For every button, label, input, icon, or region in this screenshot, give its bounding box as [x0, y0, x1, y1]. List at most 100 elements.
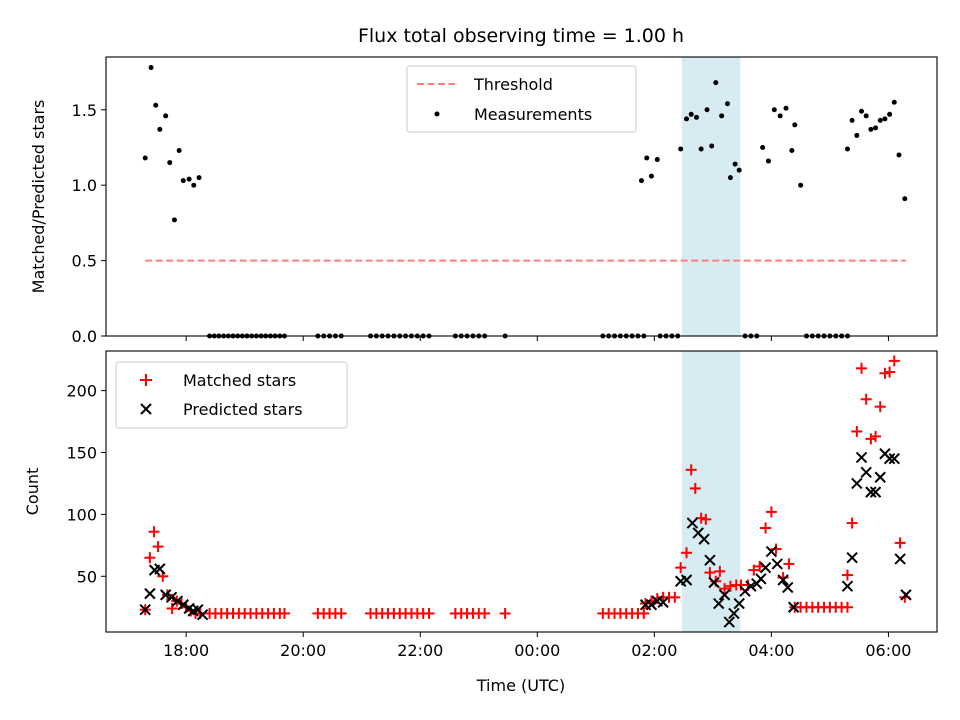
y-tick-label: 0.0 [72, 327, 97, 346]
predicted-star-point [782, 581, 794, 594]
measurement-point [868, 126, 874, 132]
predicted-star-point [645, 599, 658, 611]
measurement-point [798, 182, 804, 188]
x-tick-label: 00:00 [514, 641, 560, 660]
top-legend-box [406, 65, 637, 133]
measurement-point [176, 148, 182, 154]
measurement-point [698, 146, 704, 152]
measurement-point [191, 182, 197, 188]
matched-star-point [714, 565, 726, 577]
predicted-star-point [144, 587, 156, 600]
legend-matched-swatch [140, 374, 152, 386]
measurement-point [180, 178, 186, 184]
measurement-point [163, 113, 169, 119]
measurement-point [854, 132, 860, 138]
highlight-span-bottom [681, 351, 741, 632]
matched-star-point [894, 537, 906, 549]
measurement-point [873, 125, 879, 131]
matched-star-point [841, 601, 853, 613]
matched-star-point [748, 564, 760, 576]
predicted-star-point [883, 452, 896, 465]
legend-threshold-label: Threshold [473, 75, 553, 94]
predicted-star-point [704, 554, 716, 566]
measurement-point [713, 80, 719, 86]
y-tick-label: 0.5 [72, 252, 97, 271]
predicted-star-point [708, 576, 720, 589]
measurement-point [736, 167, 742, 173]
matched-star-point [700, 513, 712, 525]
measurement-point [891, 99, 897, 105]
measurement-point [859, 108, 865, 114]
x-tick-label: 22:00 [397, 641, 443, 660]
measurement-point [644, 155, 650, 161]
matched-star-point [724, 580, 736, 592]
matched-star-point [675, 562, 687, 574]
matched-star-point [783, 558, 795, 570]
matched-star-point [719, 583, 731, 595]
matched-star-point [148, 526, 160, 538]
predicted-star-point [680, 574, 693, 586]
measurement-point [902, 196, 908, 202]
matched-star-point [860, 393, 872, 405]
measurement-point [882, 116, 888, 122]
legend-matched-label: Matched stars [183, 371, 296, 390]
predicted-star-point [765, 545, 778, 558]
top-panel-frame [105, 56, 938, 337]
predicted-star-point [874, 471, 886, 483]
predicted-star-point [718, 589, 731, 601]
predicted-star-point [171, 595, 184, 607]
matched-star-point [856, 362, 868, 374]
matched-star-point [669, 591, 681, 603]
chart-title: Flux total observing time = 1.00 h [358, 25, 684, 47]
measurement-point [719, 113, 725, 119]
measurement-point [863, 113, 869, 119]
predicted-star-point [154, 563, 166, 575]
matched-star-point [685, 464, 697, 476]
matched-star-point [760, 522, 772, 534]
measurement-point [727, 175, 733, 181]
bottom-panel: 50 100 150 200 18:00 20:00 22:00 00:00 02:00 04:… [23, 350, 938, 660]
measurement-point [783, 105, 789, 111]
x-tick-label: 04:00 [748, 641, 794, 660]
x-tick-label: 18:00 [163, 641, 209, 660]
predicted-star-point [865, 486, 877, 498]
predicted-star-point [900, 589, 912, 601]
predicted-star-point [713, 597, 725, 610]
matched-star-point [870, 430, 882, 442]
matched-star-point [681, 547, 693, 559]
measurement-point [654, 157, 660, 163]
predicted-star-point [888, 452, 900, 465]
y-tick-label: 1.5 [72, 101, 97, 120]
matched-star-point [879, 367, 891, 379]
matched-star-point [695, 512, 707, 524]
predicted-star-point [851, 477, 863, 490]
matched-star-point [865, 433, 877, 445]
x-tick-label: 02:00 [631, 641, 677, 660]
measurement-point [638, 178, 644, 184]
top-panel-y-label: Matched/Predicted stars [29, 100, 48, 294]
predicted-star-point [733, 597, 745, 610]
top-panel-marks [142, 65, 908, 339]
legend-measurements-label: Measurements [474, 105, 592, 124]
predicted-star-point [728, 607, 740, 620]
measurement-point [849, 117, 855, 123]
measurement-point [142, 155, 148, 161]
measurement-point [777, 113, 783, 119]
matched-star-point [638, 607, 650, 619]
y-tick-label: 150 [66, 444, 97, 463]
measurement-point [684, 116, 690, 122]
x-axis-label: Time (UTC) [476, 676, 565, 695]
matched-star-point [888, 355, 900, 367]
measurement-point [844, 146, 850, 152]
measurement-point [693, 114, 699, 120]
predicted-star-point [686, 517, 699, 529]
highlight-span-top [681, 57, 741, 336]
matched-star-point [152, 541, 164, 553]
predicted-star-point [657, 596, 669, 608]
predicted-star-point [698, 533, 710, 545]
measurement-point [732, 161, 738, 167]
measurement-point [792, 122, 798, 128]
bottom-panel-x-ticks: 18:00 20:00 22:00 00:00 02:00 04:00 06:00 [163, 632, 911, 660]
predicted-star-point [745, 580, 757, 592]
